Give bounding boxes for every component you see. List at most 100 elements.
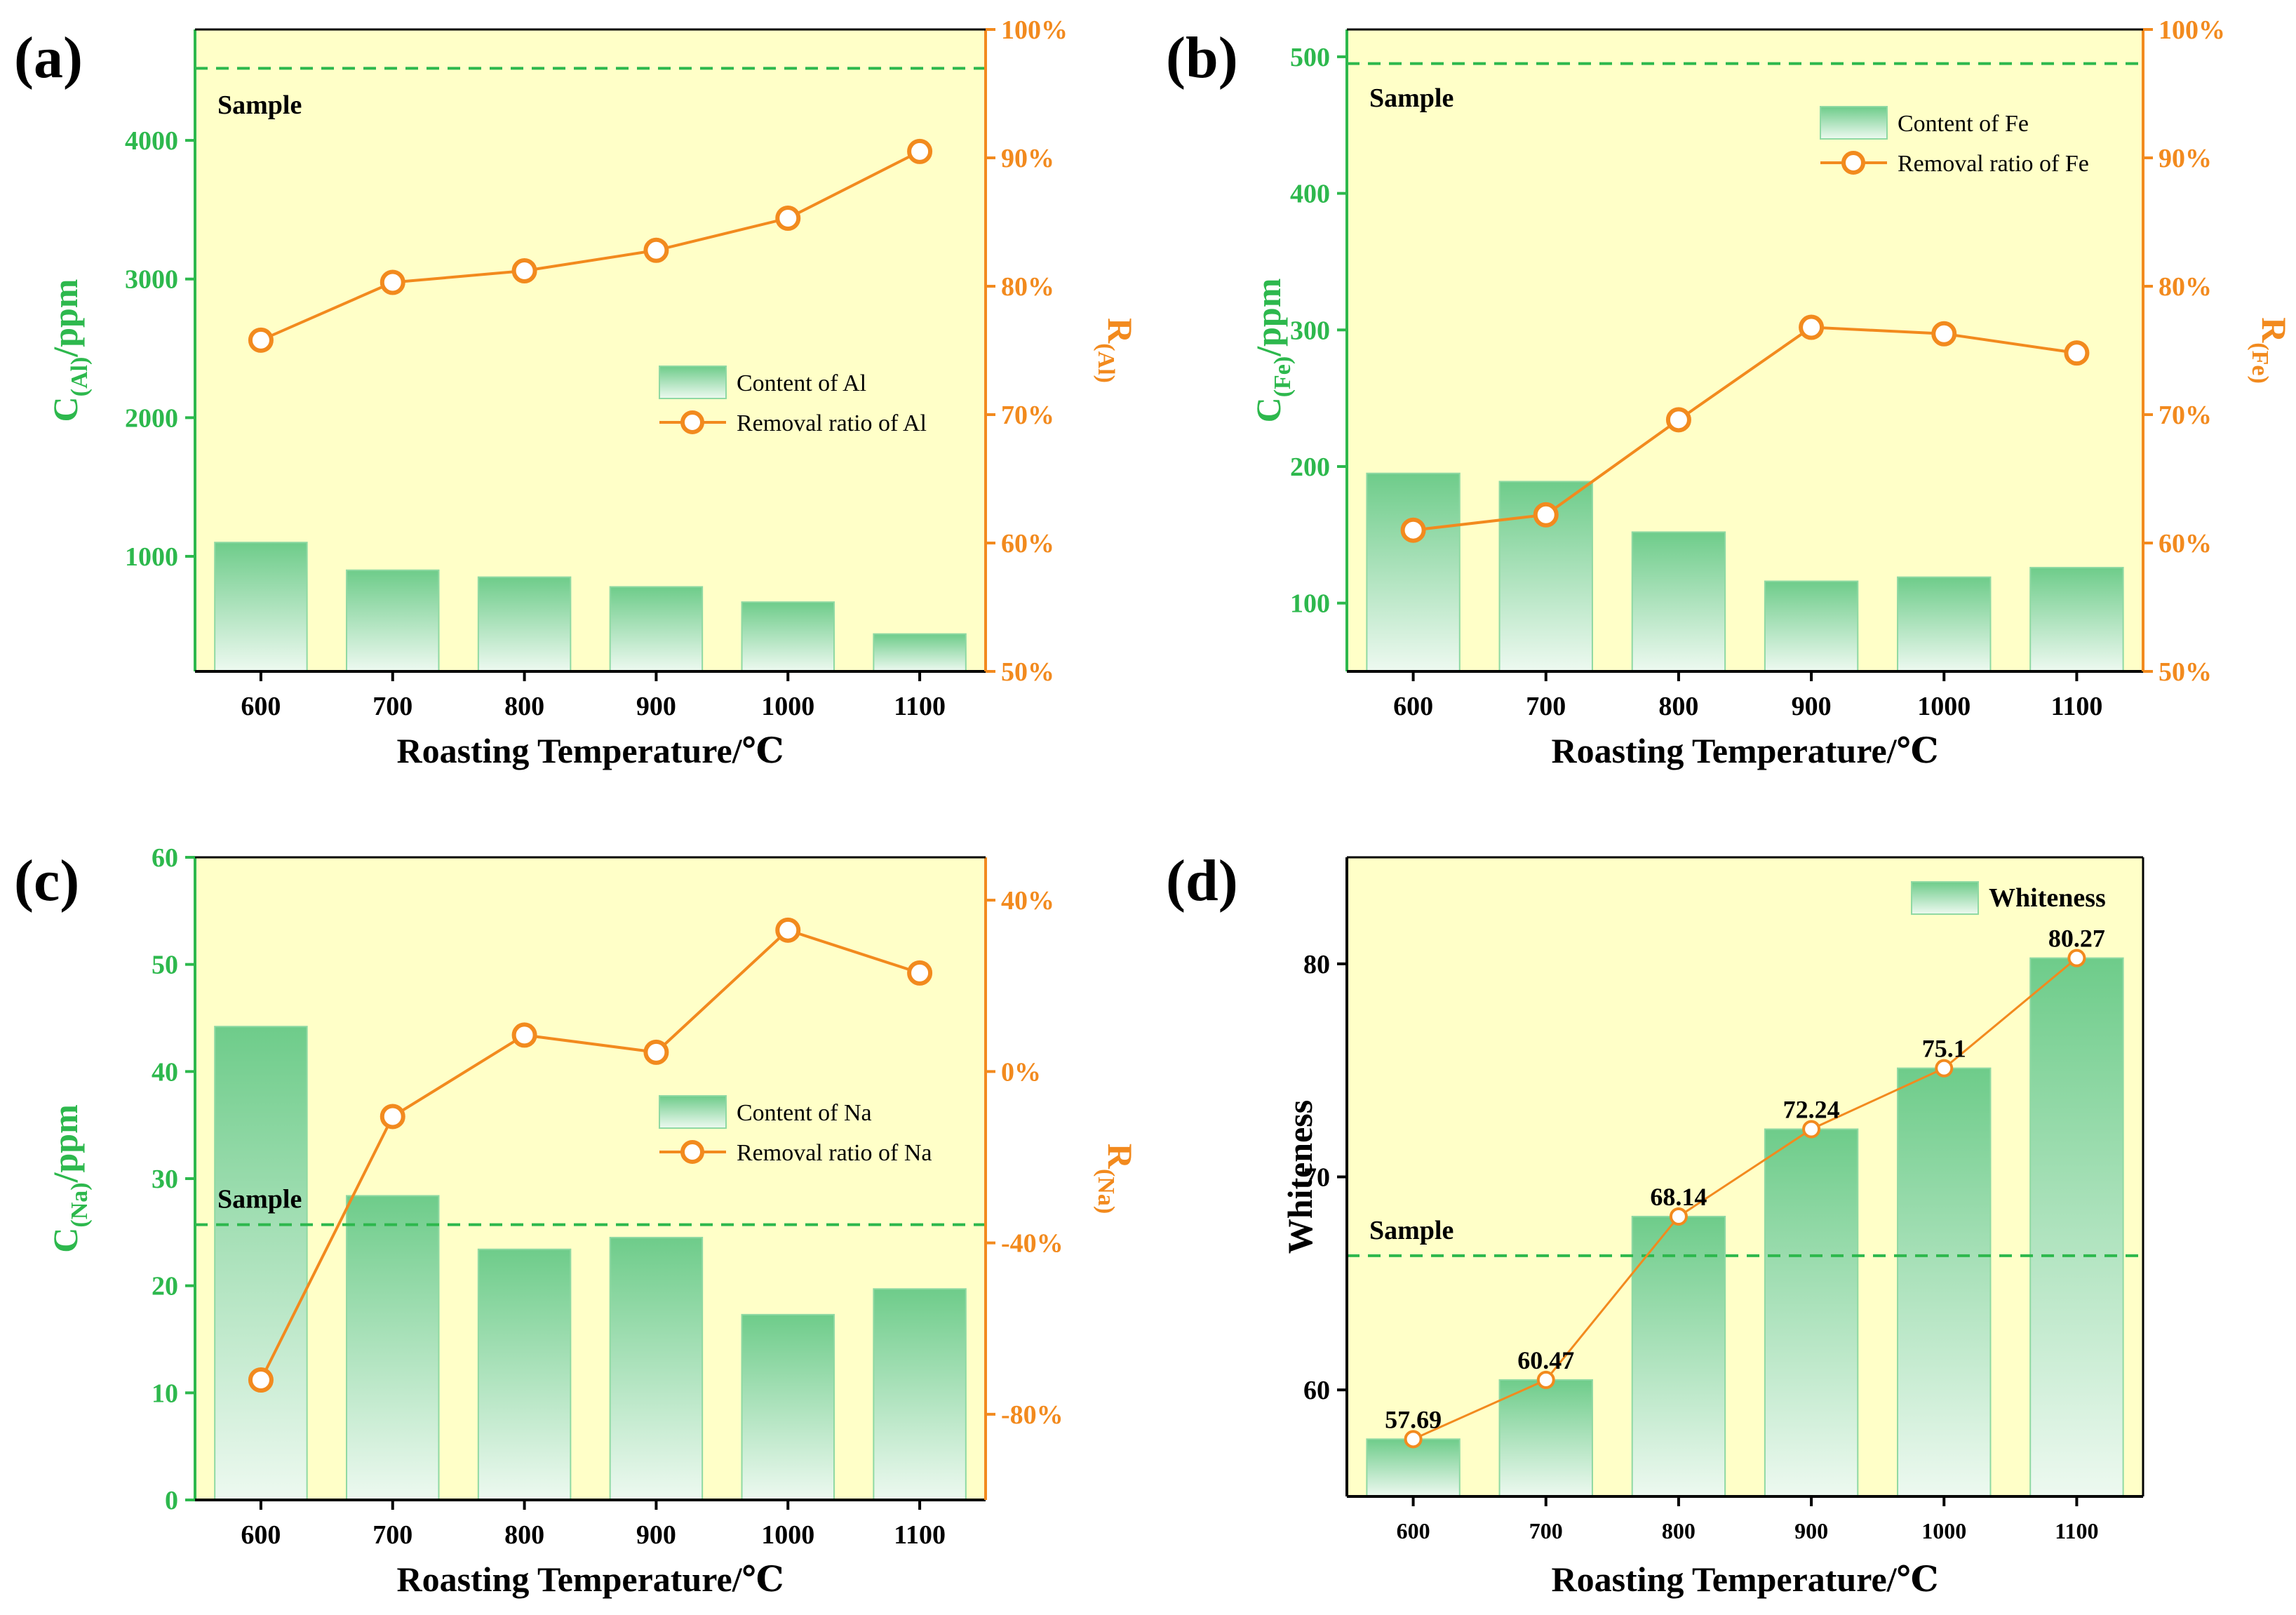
plot-area [195,857,986,1500]
x-axis-title: Roasting Temperature/℃ [396,1560,784,1599]
bar-1000 [1897,1067,1992,1497]
bar-900 [1764,1128,1859,1497]
bar-1000 [741,601,835,673]
bar-1000 [1897,576,1992,673]
line-point-900 [1799,314,1825,340]
legend-marker [1841,151,1865,175]
line-point-1100 [2067,949,2086,967]
tick-label-x: 900 [1794,1518,1828,1543]
tick-label-right: 50% [2159,657,2212,687]
line-point-1100 [2064,340,2090,366]
tick-label-right: 90% [2159,144,2212,173]
bar-1100 [873,1288,967,1501]
line-point-800 [1669,1207,1688,1226]
legend-bar-swatch [1820,106,1888,140]
bar-1100 [2029,957,2124,1497]
data-label-800: 68.14 [1650,1183,1707,1211]
tick-label-right: 100% [1001,15,1068,45]
tick-label-right: 70% [1001,401,1054,430]
line-point-1000 [775,917,801,943]
tick-label-right: 90% [1001,144,1054,173]
tick-label-right: 100% [2159,15,2225,45]
line-series [1412,957,2078,1440]
tick-label-x: 700 [372,692,412,721]
line-point-700 [1536,1370,1555,1389]
line-point-900 [643,1039,669,1065]
tick-label-right: 80% [2159,272,2212,302]
line-point-800 [1665,407,1691,433]
sample-label: Sample [1369,83,1454,113]
tick-label-right: -40% [1001,1229,1063,1259]
y-axis-title-left: C(Na)/ppm [46,1104,93,1252]
bar-800 [1631,531,1726,672]
tick-label-left: 3000 [125,265,178,295]
line-point-600 [248,327,274,353]
bar-800 [477,1248,572,1501]
line-point-1000 [1935,1059,1954,1078]
bar-600 [1366,472,1461,672]
tick-label-right: -80% [1001,1400,1063,1430]
line-series [260,928,920,1381]
panel-a: (a) Sample 1000 2000 3000 4000 50% 60% 70% 80% 90%… [14,15,1140,770]
tick-label-x: 600 [1397,1518,1430,1543]
panel-label: (d) [1166,848,1238,913]
bar-800 [1631,1215,1726,1498]
sample-label: Sample [217,91,302,120]
bar-700 [346,569,440,672]
panel-label: (b) [1166,25,1238,91]
data-label-600: 57.69 [1385,1405,1442,1433]
x-axis-title: Roasting Temperature/℃ [396,731,784,770]
tick-label-x: 1000 [1921,1518,1966,1543]
line-point-800 [511,258,537,284]
line-point-1000 [1931,321,1957,347]
legend-bar-label: Whiteness [1989,883,2106,913]
tick-label-left: 10 [152,1379,178,1408]
tick-label-left: 400 [1290,180,1330,209]
y-axis-title-right: R(Fe) [2247,317,2294,384]
tick-label-left: 50 [152,951,178,980]
tick-label-x: 1000 [761,1520,814,1550]
y-axis-title-left: Whiteness [1280,1100,1320,1254]
legend-bar-label: Content of Na [737,1100,872,1126]
tick-label-left: 80 [1303,950,1330,979]
sample-label: Sample [217,1185,302,1214]
tick-label-left: 100 [1290,589,1330,619]
legend-line-label: Removal ratio of Na [737,1140,932,1166]
tick-label-left: 2000 [125,403,178,433]
tick-label-left: 1000 [125,542,178,572]
bar-700 [1498,1379,1593,1497]
line-point-700 [380,1104,405,1130]
bar-1100 [2029,567,2124,672]
tick-label-right: 60% [1001,529,1054,558]
line-point-900 [1802,1120,1821,1139]
tick-label-right: 50% [1001,657,1054,687]
data-label-1000: 75.1 [1922,1035,1966,1063]
tick-label-x: 800 [1658,692,1698,721]
bar-600 [214,542,308,673]
legend: Whiteness [1911,881,2106,915]
legend: Content of Na Removal ratio of Na [659,1095,932,1166]
tick-label-left: 20 [152,1272,178,1301]
line-point-600 [248,1367,274,1393]
tick-label-x: 1100 [894,692,946,721]
tick-label-x: 800 [504,1520,544,1550]
tick-label-right: 40% [1001,886,1054,916]
data-label-900: 72.24 [1783,1095,1840,1123]
legend-marker [680,410,704,434]
legend-line-label: Removal ratio of Al [737,410,927,436]
tick-label-x: 600 [241,692,281,721]
y-axis-title-right: R(Al) [1093,318,1140,383]
plot-area [1347,857,2143,1496]
bar-900 [1764,580,1859,672]
sample-label: Sample [1369,1216,1454,1245]
line-point-700 [1533,502,1559,528]
bar-800 [477,576,572,672]
bar-600 [1366,1438,1461,1498]
panel-b: (b) Sample 100 200 300 400 500 50% 60% 70% 80% 90% 1… [1166,15,2294,770]
x-axis-title: Roasting Temperature/℃ [1551,1560,1938,1599]
legend: Content of Fe Removal ratio of Fe [1820,106,2089,177]
tick-label-right: 60% [2159,529,2212,558]
tick-label-x: 600 [1393,692,1433,721]
legend-bar-swatch [659,1095,727,1129]
